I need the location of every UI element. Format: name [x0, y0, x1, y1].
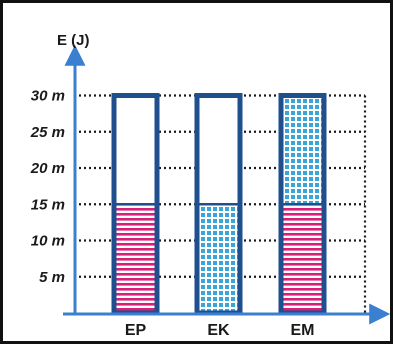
x-category-labels: EP EK EM: [125, 322, 315, 339]
y-tick-label-15: 15 m: [31, 196, 65, 213]
bar-ek-segment-0: [197, 204, 240, 313]
x-category-label-ep: EP: [125, 322, 147, 339]
energy-bar-chart: E (J) 5 m 10 m 15 m 20 m 25 m 30 m EP EK EM: [30, 32, 391, 339]
y-tick-label-20: 20 m: [30, 160, 65, 177]
x-category-label-em: EM: [291, 322, 315, 339]
y-axis-title: E (J): [57, 32, 90, 49]
bar-em-segment-0: [281, 204, 324, 313]
bar-ep-segment-1: [114, 95, 157, 205]
y-tick-label-30: 30 m: [31, 88, 65, 105]
y-tick-label-5: 5 m: [39, 269, 65, 286]
y-tick-labels: 5 m 10 m 15 m 20 m 25 m 30 m: [30, 88, 65, 286]
grid-lines: [79, 94, 367, 313]
y-tick-label-25: 25 m: [30, 124, 65, 141]
bar-ek-segment-1: [197, 95, 240, 205]
y-tick-label-10: 10 m: [31, 233, 65, 250]
bars: [111, 93, 327, 316]
x-category-label-ek: EK: [207, 322, 230, 339]
bar-ep-segment-0: [114, 204, 157, 313]
bar-em-segment-1: [281, 95, 324, 205]
